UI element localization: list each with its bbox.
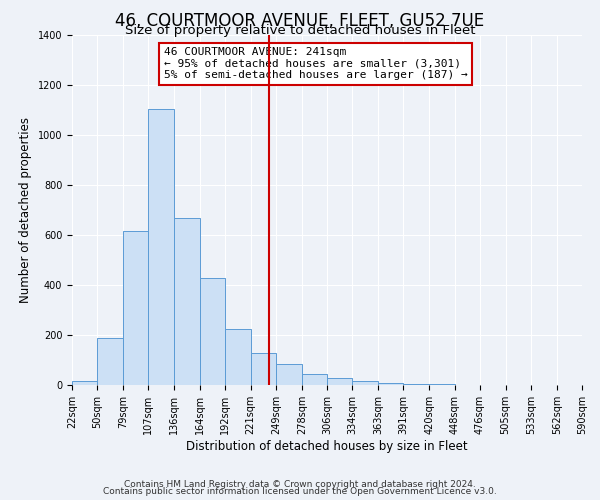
X-axis label: Distribution of detached houses by size in Fleet: Distribution of detached houses by size … (186, 440, 468, 452)
Bar (175, 218, 199, 385)
Bar (123, 231, 148, 385)
Text: Contains HM Land Registry data © Crown copyright and database right 2024.: Contains HM Land Registry data © Crown c… (124, 480, 476, 489)
Y-axis label: Number of detached properties: Number of detached properties (19, 117, 32, 303)
Text: Size of property relative to detached houses in Fleet: Size of property relative to detached ho… (125, 24, 475, 37)
Bar (403, 384, 430, 385)
Bar (148, 109, 175, 385)
Text: Contains public sector information licensed under the Open Government Licence v3: Contains public sector information licen… (103, 487, 497, 496)
Bar (251, 352, 276, 385)
Bar (224, 329, 251, 385)
Bar (327, 378, 352, 385)
Text: 46 COURTMOOR AVENUE: 241sqm
← 95% of detached houses are smaller (3,301)
5% of s: 46 COURTMOOR AVENUE: 241sqm ← 95% of det… (164, 48, 467, 80)
Bar (97, 338, 123, 385)
Bar (430, 384, 455, 385)
Bar (72, 381, 97, 385)
Bar (352, 380, 378, 385)
Bar (199, 278, 224, 385)
Bar (276, 364, 302, 385)
Bar (302, 374, 327, 385)
Bar (378, 382, 403, 385)
Text: 46, COURTMOOR AVENUE, FLEET, GU52 7UE: 46, COURTMOOR AVENUE, FLEET, GU52 7UE (115, 12, 485, 30)
